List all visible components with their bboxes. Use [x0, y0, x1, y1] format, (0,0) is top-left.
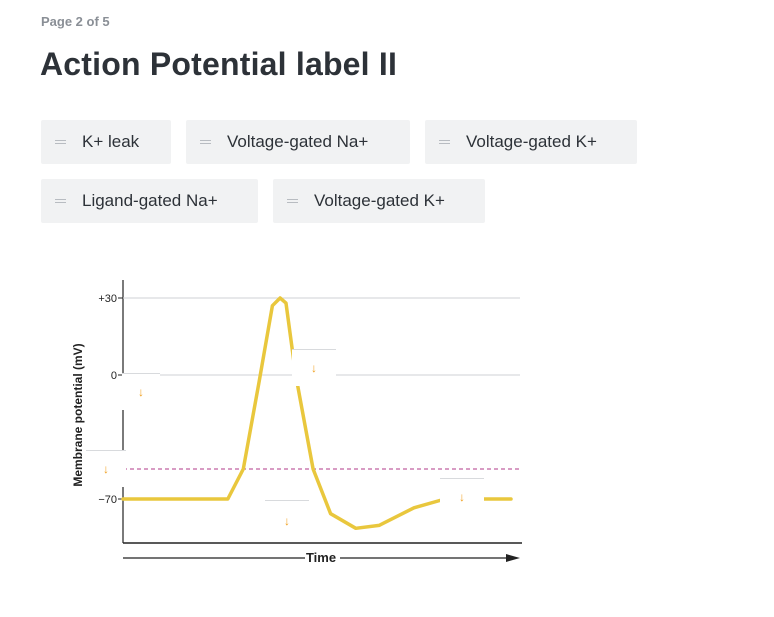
time-arrowhead-icon	[506, 554, 520, 562]
chip-label: Ligand-gated Na+	[82, 191, 218, 210]
label-chip-ligand-gated-na[interactable]: Ligand-gated Na+	[41, 179, 258, 223]
dropzone-resting-zero[interactable]: ↓	[122, 373, 160, 410]
drag-handle-icon	[55, 138, 66, 146]
chip-label: Voltage-gated K+	[314, 191, 445, 210]
page-indicator: Page 2 of 5	[41, 14, 110, 29]
label-chip-voltage-gated-na[interactable]: Voltage-gated Na+	[186, 120, 410, 164]
chip-label: K+ leak	[82, 132, 140, 151]
label-chip-voltage-gated-k-2[interactable]: Voltage-gated K+	[273, 179, 485, 223]
dropzone-threshold[interactable]: ↓	[86, 450, 126, 487]
x-axis-label: Time	[306, 550, 336, 565]
drag-handle-icon	[439, 138, 450, 146]
drag-handle-icon	[200, 138, 211, 146]
chip-label: Voltage-gated K+	[466, 132, 597, 151]
dropzone-depolarization[interactable]: ↓	[265, 500, 309, 541]
label-chip-voltage-gated-k[interactable]: Voltage-gated K+	[425, 120, 637, 164]
arrow-down-icon: ↓	[138, 385, 144, 399]
dropzone-hyperpolarization[interactable]: ↓	[440, 478, 484, 515]
arrow-down-icon: ↓	[459, 490, 465, 504]
membrane-potential-line	[121, 296, 513, 531]
drag-handle-icon	[287, 197, 298, 205]
y-tick-label: +30	[98, 293, 117, 305]
y-tick-label: 0	[111, 370, 117, 382]
arrow-down-icon: ↓	[284, 514, 290, 528]
drag-handle-icon	[55, 197, 66, 205]
dropzone-repolarization[interactable]: ↓	[292, 349, 336, 386]
label-chip-k-leak[interactable]: K+ leak	[41, 120, 171, 164]
page-title: Action Potential label II	[40, 46, 398, 82]
y-axis-label: Membrane potential (mV)	[71, 343, 85, 486]
arrow-down-icon: ↓	[311, 361, 317, 375]
arrow-down-icon: ↓	[103, 462, 109, 476]
y-tick-label: −70	[98, 494, 117, 506]
chip-label: Voltage-gated Na+	[227, 132, 369, 151]
